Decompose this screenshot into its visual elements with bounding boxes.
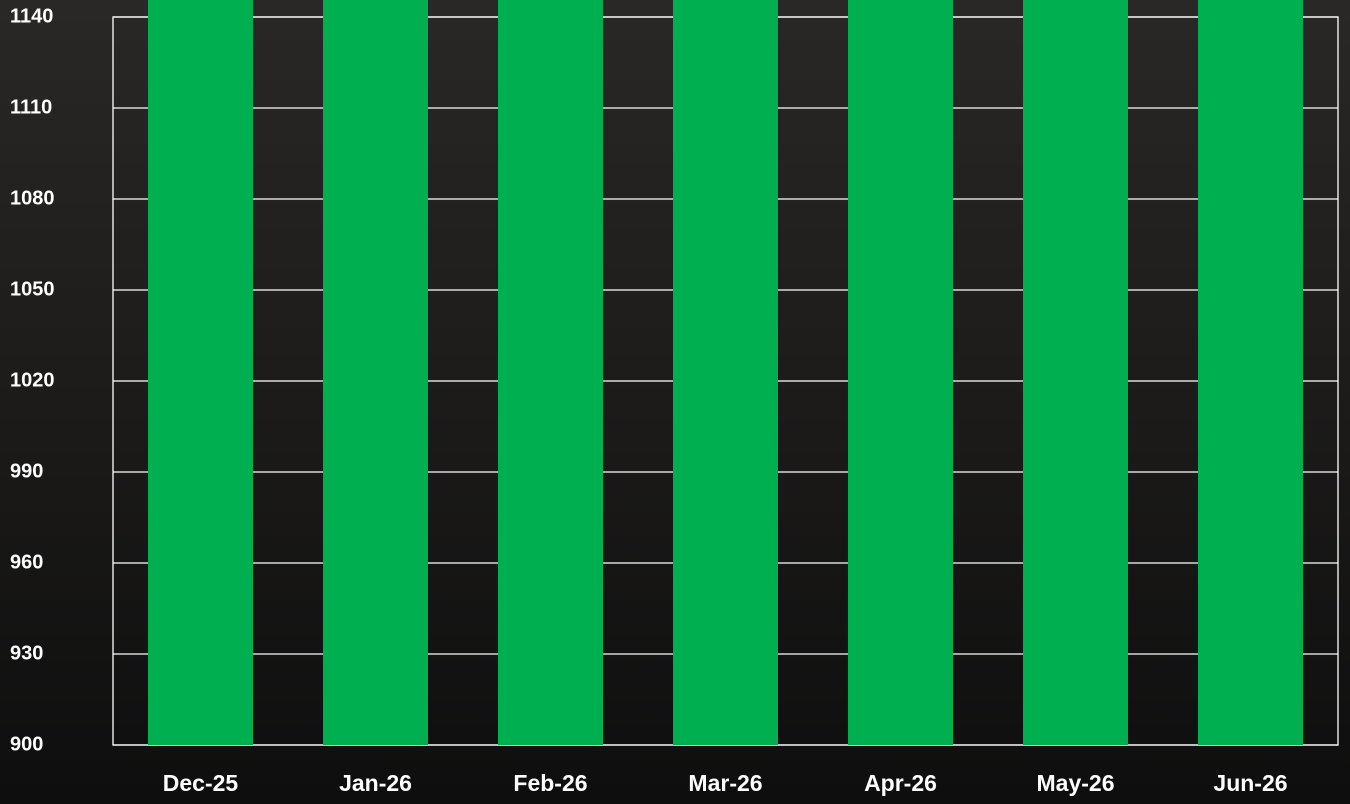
bar-segment — [1198, 0, 1303, 745]
y-tick-label: 930 — [10, 642, 43, 664]
x-tick-label: Jan-26 — [339, 770, 412, 796]
x-tick-label: Feb-26 — [513, 770, 587, 796]
x-tick-label: Dec-25 — [163, 770, 239, 796]
y-tick-label: 960 — [10, 551, 43, 573]
y-tick-label: 1110 — [10, 96, 52, 118]
x-tick-label: Jun-26 — [1213, 770, 1287, 796]
bar-segment — [498, 0, 603, 745]
bar-segment — [148, 0, 253, 745]
y-tick-label: 990 — [10, 460, 43, 482]
x-tick-label: Apr-26 — [864, 770, 937, 796]
bar-segment — [673, 0, 778, 745]
bar-segment — [848, 0, 953, 745]
bar-segment — [323, 0, 428, 745]
bar-segment — [1023, 0, 1128, 745]
x-tick-label: May-26 — [1037, 770, 1115, 796]
y-tick-label: 1050 — [10, 278, 55, 300]
y-tick-label: 1080 — [10, 187, 55, 209]
y-tick-label: 1140 — [10, 5, 53, 27]
chart: 90093096099010201050108011101140Dec-2595… — [0, 0, 1350, 804]
y-tick-label: 900 — [10, 733, 43, 755]
y-tick-label: 1020 — [10, 369, 55, 391]
x-tick-label: Mar-26 — [688, 770, 762, 796]
page: {"chart_data": {"type": "stacked_bar", "… — [0, 0, 1350, 804]
